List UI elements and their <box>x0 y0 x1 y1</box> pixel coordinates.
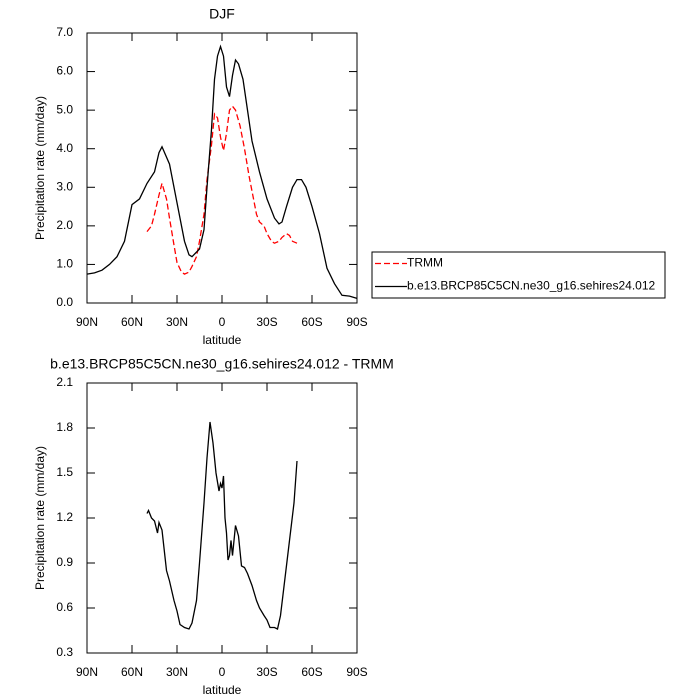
x-tick-label: 90S <box>346 315 367 329</box>
y-tick-label: 7.0 <box>56 25 73 39</box>
x-tick-label: 90N <box>76 665 98 679</box>
x-tick-label: 0 <box>219 315 226 329</box>
y-tick-label: 6.0 <box>56 64 73 78</box>
data-line <box>86 44 358 300</box>
x-tick-label: 90N <box>76 315 98 329</box>
x-tick-label: 60S <box>301 315 322 329</box>
y-tick-label: 2.1 <box>56 375 73 389</box>
y-axis-label: Precipitation rate (mm/day) <box>33 446 47 590</box>
y-tick-label: 2.0 <box>56 218 73 232</box>
legend-box <box>371 251 666 299</box>
y-tick-label: 1.8 <box>56 420 73 434</box>
y-tick-label: 0.6 <box>56 600 73 614</box>
legend-label: b.e13.BRCP85C5CN.ne30_g16.sehires24.012 <box>407 279 655 293</box>
x-tick-label: 30S <box>256 315 277 329</box>
y-tick-label: 1.2 <box>56 510 73 524</box>
y-tick-label: 1.5 <box>56 465 73 479</box>
x-tick-label: 60S <box>301 665 322 679</box>
plot-frame <box>86 382 358 654</box>
y-axis-label: Precipitation rate (mm/day) <box>33 96 47 240</box>
plot-frame <box>86 32 358 304</box>
x-tick-label: 0 <box>219 665 226 679</box>
y-tick-label: 0.9 <box>56 555 73 569</box>
chart-title: DJF <box>209 6 235 22</box>
x-axis-label: latitude <box>203 333 242 347</box>
x-tick-label: 60N <box>121 665 143 679</box>
x-axis-label: latitude <box>203 683 242 697</box>
y-tick-label: 3.0 <box>56 179 73 193</box>
x-tick-label: 30N <box>166 665 188 679</box>
y-tick-label: 0.0 <box>56 295 73 309</box>
chart-title: b.e13.BRCP85C5CN.ne30_g16.sehires24.012 … <box>50 356 394 372</box>
y-tick-label: 5.0 <box>56 102 73 116</box>
x-tick-label: 90S <box>346 665 367 679</box>
legend-label: TRMM <box>407 256 443 270</box>
x-tick-label: 30N <box>166 315 188 329</box>
y-tick-label: 4.0 <box>56 141 73 155</box>
x-tick-label: 60N <box>121 315 143 329</box>
y-tick-label: 1.0 <box>56 257 73 271</box>
data-line <box>146 421 298 630</box>
y-tick-label: 0.3 <box>56 645 73 659</box>
x-tick-label: 30S <box>256 665 277 679</box>
data-line <box>146 105 298 275</box>
